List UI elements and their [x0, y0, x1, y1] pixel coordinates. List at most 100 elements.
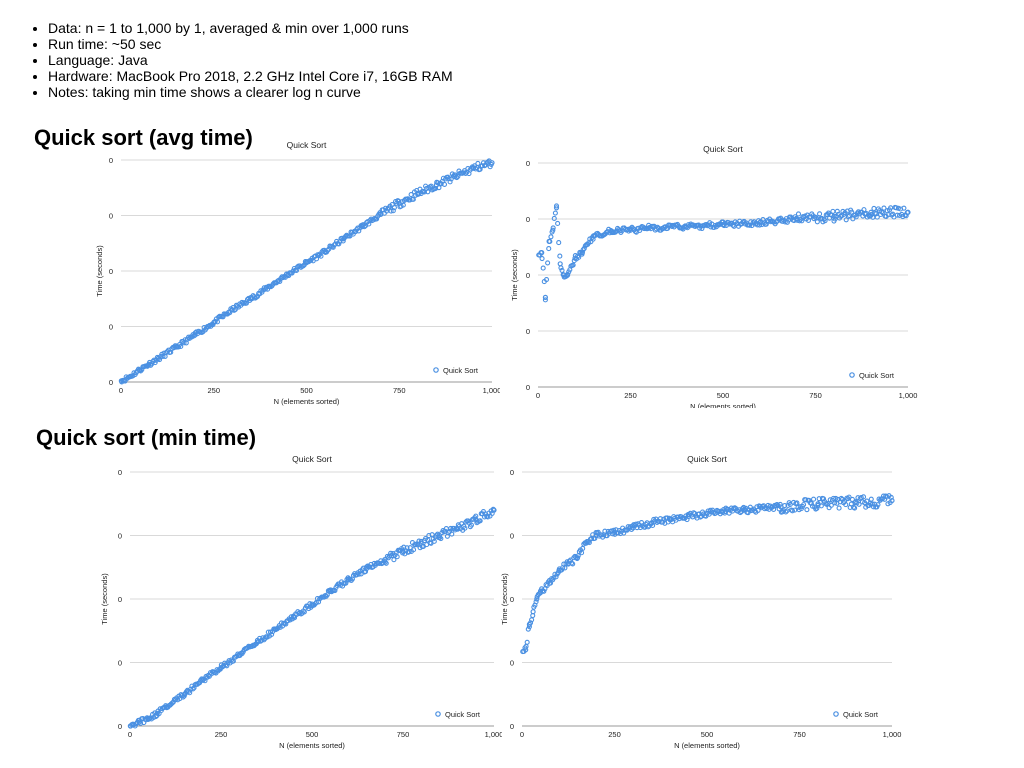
y-tick-label: 0 [109, 212, 113, 221]
data-point [893, 205, 899, 211]
data-point [556, 240, 562, 246]
data-point [550, 225, 556, 231]
data-point [374, 216, 380, 222]
data-point [698, 223, 704, 229]
data-point [817, 211, 823, 217]
data-point [708, 224, 714, 230]
data-point [468, 522, 474, 528]
data-point [616, 528, 622, 534]
note-data: Data: n = 1 to 1,000 by 1, averaged & mi… [48, 20, 453, 36]
data-point [391, 205, 397, 211]
data-point [888, 494, 894, 501]
data-point [462, 525, 468, 531]
series-quick-sort [118, 158, 495, 385]
x-tick-label: 250 [215, 730, 228, 739]
data-point [774, 501, 780, 508]
data-point [642, 524, 648, 530]
data-point [869, 501, 875, 507]
data-point [904, 209, 910, 216]
data-point [525, 626, 531, 632]
data-point [570, 561, 576, 567]
data-point [454, 175, 460, 181]
data-point [367, 564, 373, 570]
data-point [190, 686, 196, 692]
data-point [576, 254, 582, 260]
x-tick-label: 0 [128, 730, 132, 739]
data-point [656, 518, 662, 525]
data-point [407, 197, 413, 203]
data-point [830, 208, 836, 214]
data-point [874, 214, 880, 220]
data-point [394, 554, 400, 560]
legend-label: Quick Sort [443, 366, 479, 375]
data-point [153, 713, 159, 720]
chart-legend: Quick Sort [433, 366, 479, 375]
y-tick-label: 0 [118, 468, 122, 477]
data-point [181, 693, 187, 699]
data-point [441, 181, 448, 187]
data-point [157, 356, 163, 363]
data-point [579, 550, 585, 556]
data-point [789, 508, 796, 514]
data-point [436, 185, 442, 191]
data-point [178, 343, 184, 350]
data-point [551, 215, 557, 222]
data-point [490, 506, 496, 512]
data-point [410, 196, 416, 202]
x-tick-label: 0 [536, 391, 540, 400]
x-axis-label: N (elements sorted) [274, 397, 340, 406]
data-point [842, 499, 848, 505]
data-point [355, 225, 361, 231]
data-point [300, 263, 306, 269]
y-axis-label: Time (seconds) [510, 249, 519, 301]
data-point [356, 571, 362, 577]
section-title-avg-time: Quick sort (avg time) [34, 125, 253, 150]
x-tick-label: 0 [119, 386, 123, 395]
data-point [185, 334, 192, 340]
y-tick-label: 0 [510, 468, 514, 477]
y-tick-label: 0 [510, 659, 514, 668]
data-point [557, 253, 563, 259]
data-point [524, 639, 530, 645]
data-point [650, 522, 656, 529]
legend-marker [435, 711, 441, 717]
y-tick-label: 0 [510, 532, 514, 541]
x-axis-label: N (elements sorted) [690, 402, 756, 408]
data-point [612, 229, 618, 235]
x-tick-label: 500 [701, 730, 714, 739]
data-point [804, 507, 810, 513]
data-point [881, 205, 887, 211]
data-point [879, 496, 885, 502]
data-point [803, 497, 809, 503]
chart-title: Quick Sort [703, 144, 743, 154]
data-point [784, 508, 790, 514]
data-point [858, 494, 864, 501]
data-point [391, 557, 397, 563]
x-tick-label: 500 [717, 391, 730, 400]
chart-min-per-n: Quick Sort 0 0 0 0 0 0 250 500 750 1,000 N (element… [500, 452, 910, 756]
data-point [540, 265, 546, 271]
data-point [808, 500, 814, 506]
x-tick-label: 500 [306, 730, 319, 739]
data-point [830, 495, 837, 501]
data-point [404, 545, 410, 551]
data-point [169, 700, 175, 706]
data-point [181, 340, 187, 346]
legend-label: Quick Sort [859, 371, 895, 380]
y-tick-label: 0 [109, 323, 113, 332]
y-tick-label: 0 [118, 532, 122, 541]
x-tick-label: 750 [809, 391, 822, 400]
data-point [828, 502, 834, 508]
data-point [401, 544, 407, 550]
data-point [822, 218, 828, 224]
note-min-time: Notes: taking min time shows a clearer l… [48, 84, 453, 100]
y-axis-label: Time (seconds) [500, 573, 509, 625]
data-point [779, 509, 786, 515]
data-point [864, 498, 870, 504]
data-point [570, 262, 576, 268]
y-tick-label: 0 [526, 383, 530, 392]
data-point [473, 513, 479, 519]
data-point [553, 203, 560, 209]
chart-avg-per-n: Quick Sort 0 0 0 0 0 0 250 500 750 1,000 N (element… [510, 142, 922, 408]
data-point [875, 502, 881, 508]
